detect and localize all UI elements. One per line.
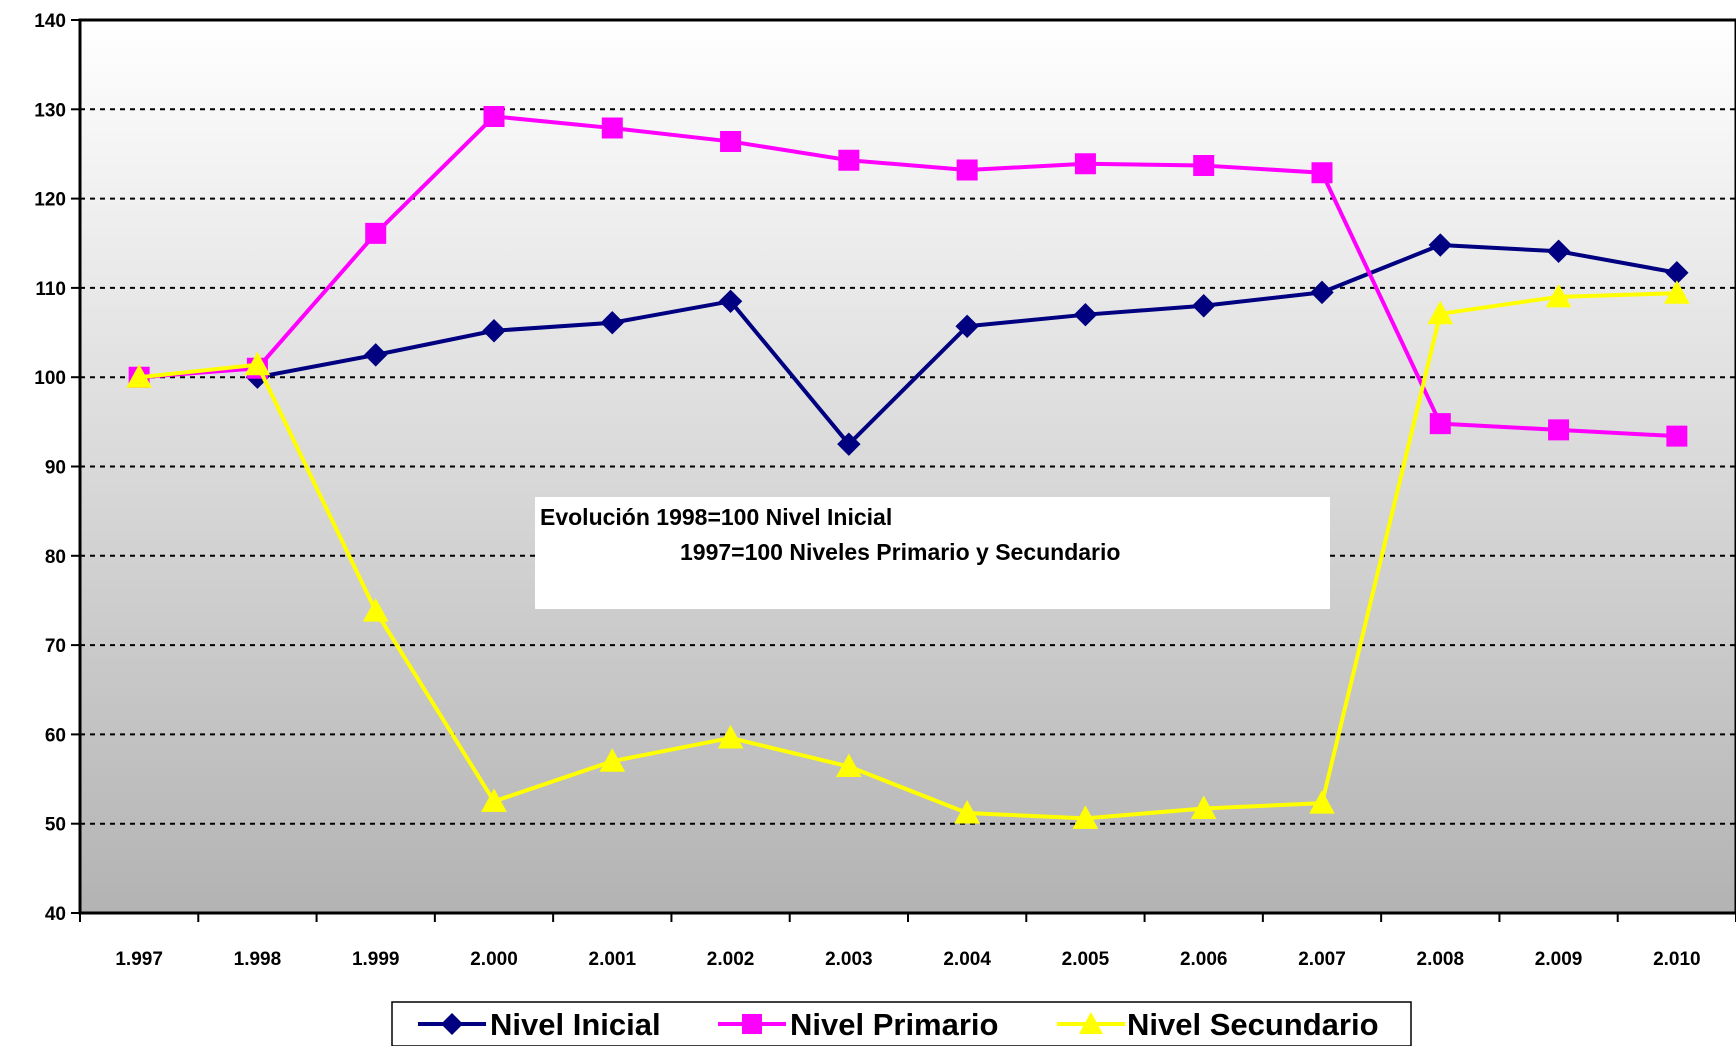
- legend: Nivel Inicial Nivel Primario Nivel Secun…: [391, 1001, 1412, 1046]
- x-axis: 1.997 1.998 1.999 2.000 2.001 2.002 2.003 2.004…: [79, 913, 1736, 970]
- x-tick-label: 2.005: [1062, 949, 1110, 970]
- data-point: [244, 351, 271, 376]
- data-point: [482, 319, 506, 343]
- data-point: [954, 799, 980, 824]
- data-point: [483, 105, 505, 127]
- x-tick-label: 2.001: [589, 949, 637, 970]
- data-point: [1310, 280, 1334, 305]
- gridlines: [80, 108, 1736, 825]
- data-point: [1427, 300, 1454, 325]
- y-tick-label: 60: [45, 725, 66, 746]
- data-point: [956, 159, 978, 181]
- legend-square-marker: [742, 1014, 762, 1034]
- data-point: [1428, 233, 1452, 257]
- data-point: [601, 117, 623, 139]
- data-point: [481, 788, 507, 812]
- data-point: [599, 748, 626, 772]
- x-tick-label: 1.998: [234, 949, 282, 970]
- y-tick-label: 140: [34, 11, 66, 32]
- data-point: [1311, 162, 1333, 184]
- data-point: [1664, 280, 1690, 304]
- y-tick-label: 90: [45, 458, 66, 479]
- data-point: [600, 311, 624, 335]
- data-point: [1072, 805, 1099, 829]
- x-tick-label: 2.002: [707, 949, 755, 970]
- legend-diamond-marker: [441, 1013, 463, 1035]
- y-tick-label: 70: [45, 636, 66, 657]
- legend-label-nivel-primario: Nivel Primario: [790, 1007, 998, 1042]
- series-nivel-primario: [128, 105, 1688, 447]
- y-tick-label: 80: [45, 547, 66, 568]
- x-tick-label: 2.006: [1180, 949, 1228, 970]
- data-point: [1192, 294, 1216, 318]
- data-point: [1073, 302, 1098, 327]
- data-point: [1548, 419, 1570, 441]
- legend-triangle-marker: [1079, 1012, 1103, 1034]
- legend-label-nivel-inicial: Nivel Inicial: [490, 1007, 661, 1042]
- y-tick-label: 50: [45, 815, 66, 836]
- data-point: [126, 364, 152, 388]
- annotation-line-1: Evolución 1998=100 Nivel Inicial: [540, 504, 892, 530]
- x-tick-label: 2.008: [1417, 949, 1465, 970]
- x-tick-label: 2.003: [825, 949, 873, 970]
- data-point: [1546, 239, 1571, 263]
- legend-label-nivel-secundario: Nivel Secundario: [1127, 1007, 1379, 1042]
- series-nivel-inicial: [245, 233, 1689, 456]
- data-point: [1193, 155, 1215, 177]
- series-nivel-secundario: [126, 280, 1690, 829]
- legend-item-nivel-inicial: Nivel Inicial: [418, 1007, 661, 1042]
- data-point: [718, 289, 743, 314]
- data-point: [364, 343, 388, 367]
- x-tick-label: 2.007: [1298, 949, 1346, 970]
- data-point: [720, 130, 742, 152]
- legend-item-nivel-secundario: Nivel Secundario: [1057, 1007, 1379, 1042]
- annotation-background: [535, 497, 1330, 609]
- y-tick-label: 100: [34, 368, 66, 389]
- data-point: [1429, 413, 1451, 435]
- x-tick-label: 2.009: [1535, 949, 1583, 970]
- data-point: [1074, 153, 1096, 175]
- data-point: [1545, 283, 1572, 308]
- data-point: [836, 753, 862, 778]
- y-tick-label: 130: [34, 100, 66, 121]
- x-tick-label: 1.999: [352, 949, 400, 970]
- y-tick-label: 110: [35, 279, 66, 300]
- x-tick-label: 2.004: [943, 949, 991, 970]
- x-tick-label: 1.997: [115, 949, 163, 970]
- annotation-line-2: 1997=100 Niveles Primario y Secundario: [680, 539, 1120, 565]
- legend-item-nivel-primario: Nivel Primario: [718, 1007, 998, 1042]
- series-line: [138, 291, 1677, 821]
- data-point: [1190, 795, 1217, 820]
- series: [126, 105, 1690, 829]
- annotation-box: Evolución 1998=100 Nivel Inicial 1997=10…: [535, 497, 1330, 609]
- y-tick-label: 40: [45, 904, 66, 925]
- data-point: [955, 314, 979, 339]
- legend-box: [391, 1001, 1412, 1046]
- data-point: [365, 222, 387, 244]
- data-point: [362, 598, 389, 622]
- data-point: [1309, 790, 1335, 814]
- data-point: [837, 432, 861, 456]
- plot-area: [78, 18, 1736, 915]
- data-point: [1666, 425, 1688, 447]
- x-tick-label: 2.010: [1653, 949, 1701, 970]
- y-tick-label: 120: [34, 190, 66, 211]
- series-line: [138, 114, 1677, 439]
- data-point: [838, 149, 860, 171]
- x-tick-label: 2.000: [470, 949, 518, 970]
- y-axis: 40 50 60 70 80 90 100 110 120 130 140: [34, 11, 80, 925]
- data-point: [717, 724, 744, 749]
